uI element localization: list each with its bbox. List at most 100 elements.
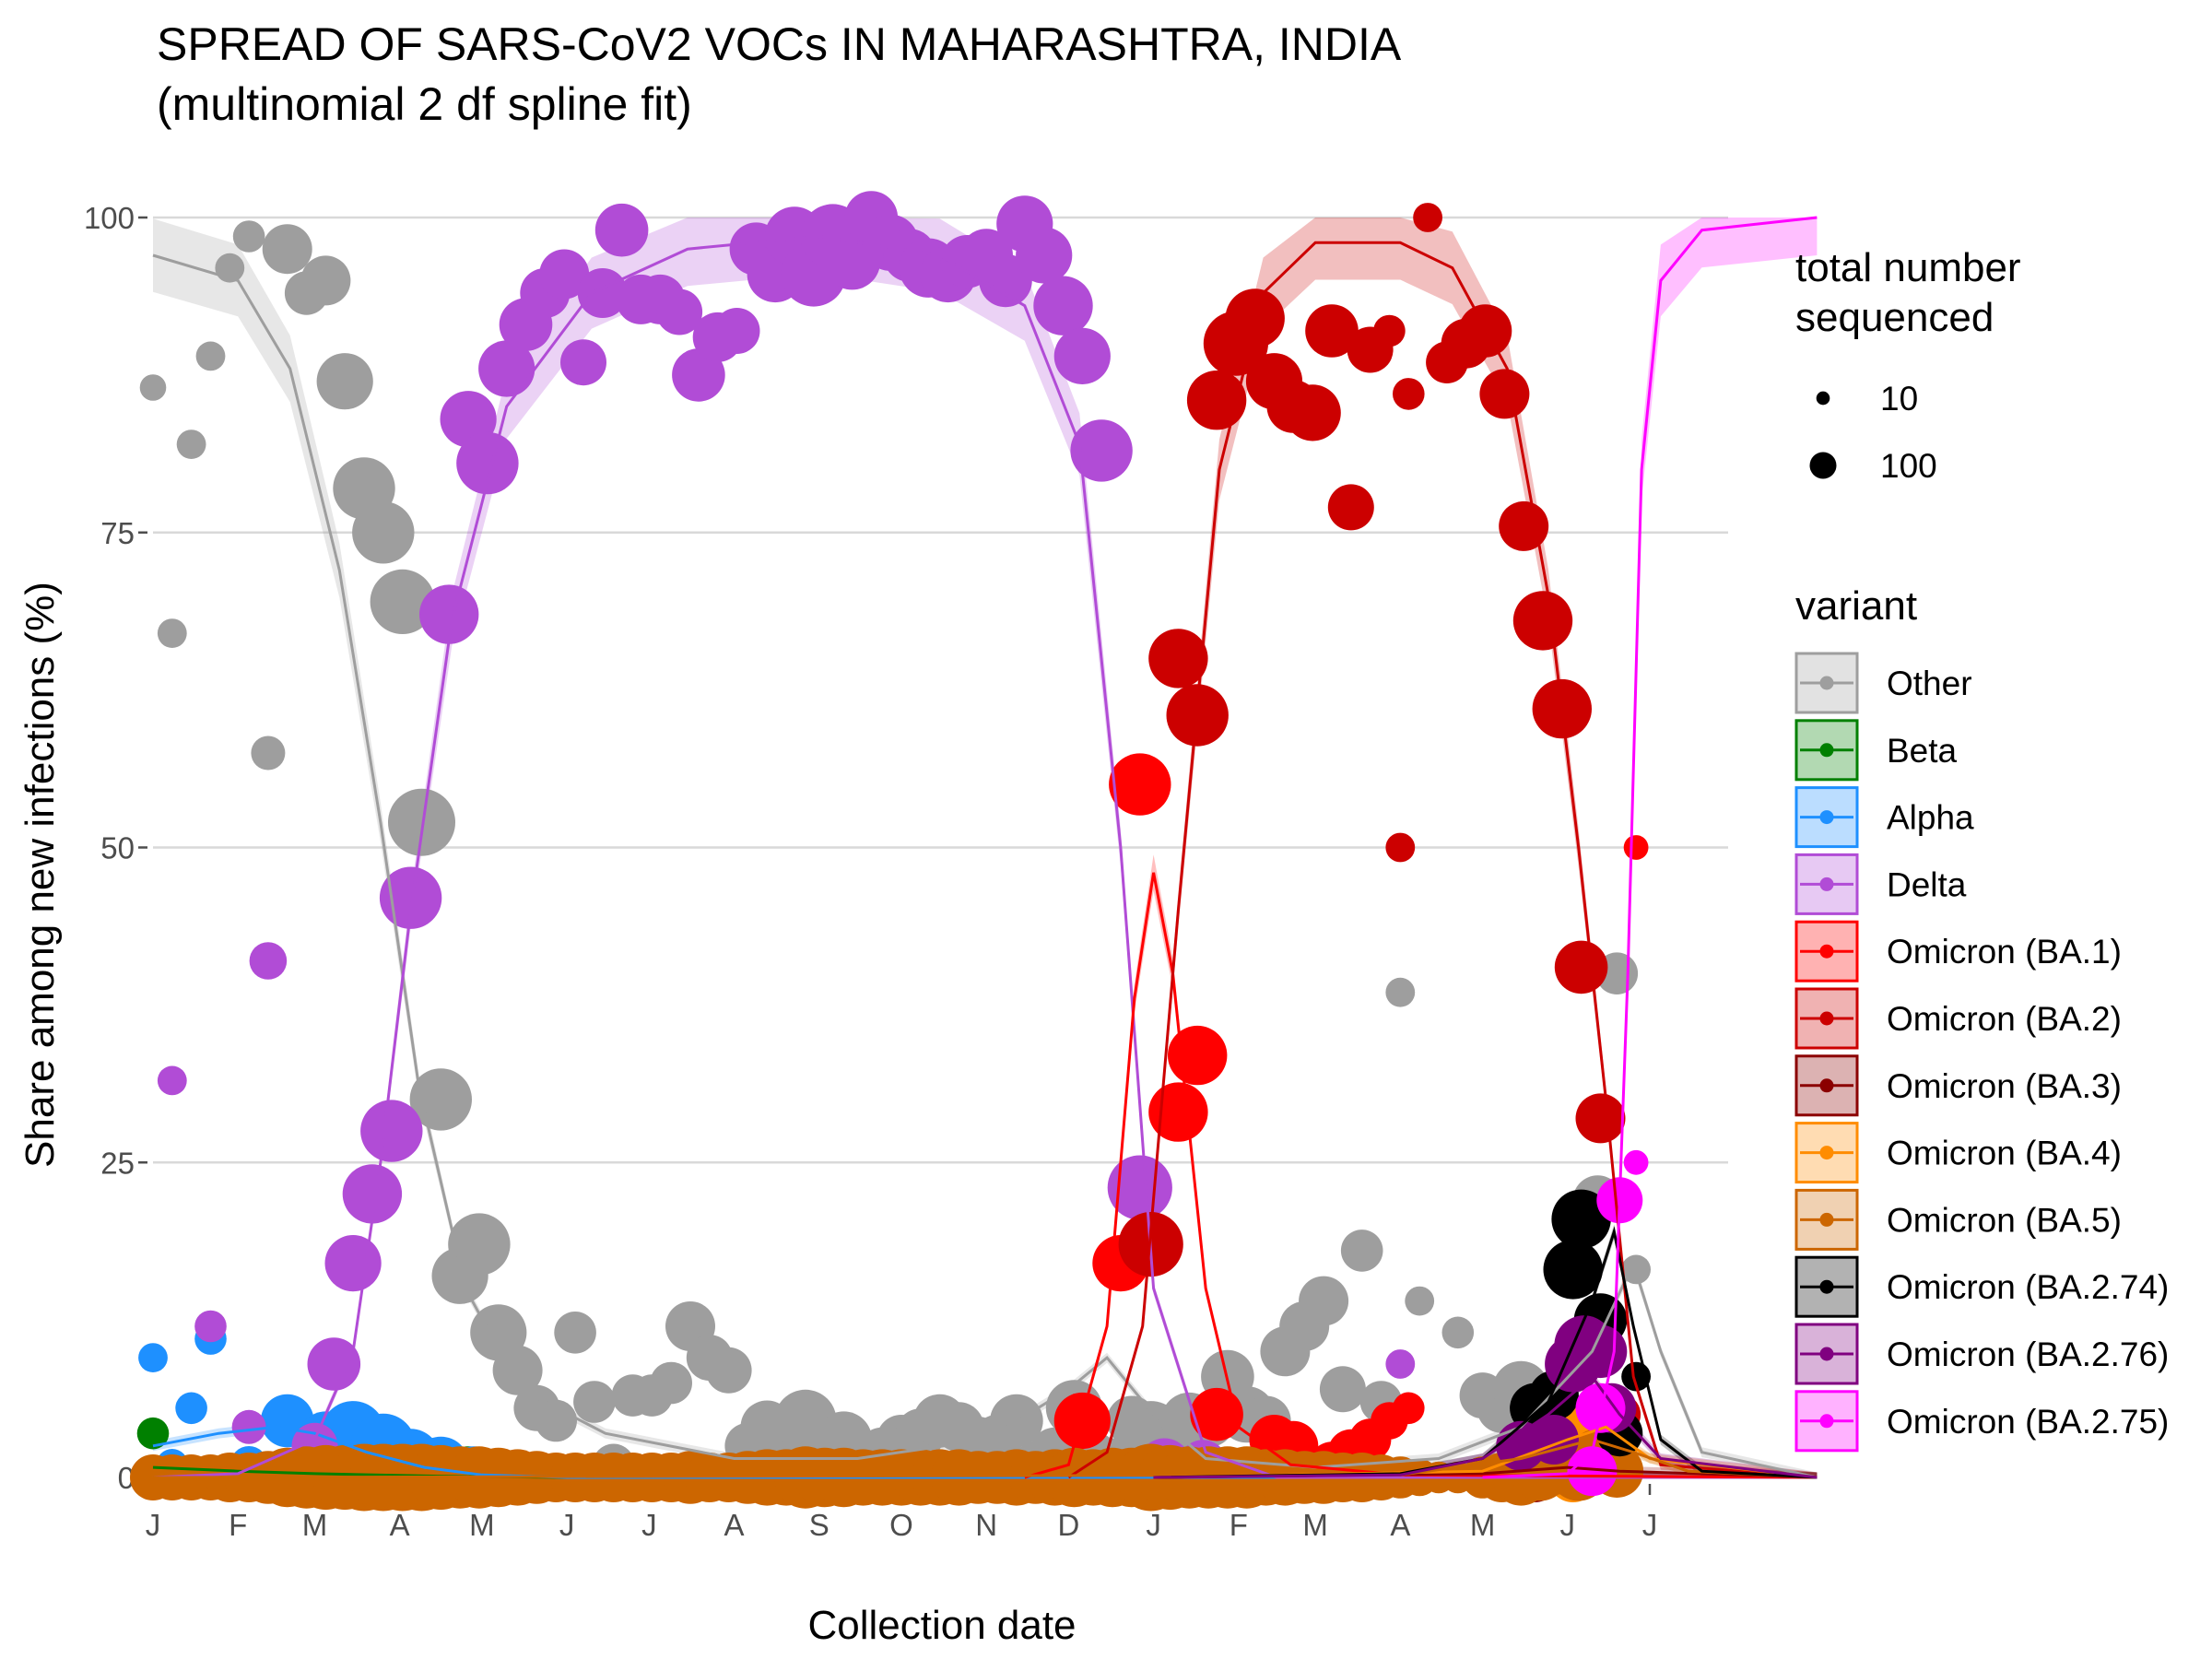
- legend-label: Delta: [1887, 865, 1967, 903]
- x-tick-label: J: [641, 1508, 657, 1542]
- size-legend-title: total number sequenced: [1795, 245, 2021, 340]
- data-point: [1148, 1082, 1208, 1142]
- legend-label: Omicron (BA.3): [1887, 1067, 2122, 1105]
- data-point: [157, 618, 187, 648]
- data-point: [175, 1392, 207, 1425]
- data-point: [1148, 629, 1208, 688]
- data-point: [1225, 288, 1285, 348]
- x-tick-label: J: [559, 1508, 575, 1542]
- legend-key-dot: [1819, 1279, 1834, 1294]
- data-point: [1109, 753, 1171, 816]
- y-axis: 0 25 50 75 100: [84, 201, 147, 1495]
- legend-key-dot: [1819, 743, 1834, 758]
- data-point: [1623, 835, 1649, 860]
- data-point: [388, 788, 455, 856]
- legend-label: Omicron (BA.1): [1887, 933, 2122, 971]
- x-tick-label: J: [1560, 1508, 1576, 1542]
- data-point: [1393, 378, 1425, 410]
- data-point: [1499, 500, 1549, 551]
- size-legend-label: 10: [1880, 380, 1918, 418]
- y-axis-title: Share among new infections (%): [18, 582, 63, 1168]
- data-point: [360, 1100, 423, 1162]
- data-point: [1393, 1392, 1425, 1425]
- legend-label: Alpha: [1887, 799, 1974, 837]
- confidence-band: [1153, 1371, 1818, 1477]
- data-point: [1190, 1387, 1243, 1441]
- data-point: [1623, 1149, 1649, 1175]
- data-point: [1070, 419, 1133, 482]
- x-tick-label: J: [1642, 1508, 1658, 1542]
- data-point: [419, 584, 479, 644]
- legend-key-dot: [1819, 810, 1834, 825]
- legend-key-dot: [1819, 1347, 1834, 1361]
- x-tick-label: M: [469, 1508, 495, 1542]
- data-point: [1512, 591, 1573, 651]
- data-point: [1405, 1286, 1435, 1316]
- data-point: [138, 1343, 168, 1372]
- legend-key-dot: [1819, 1146, 1834, 1160]
- data-point: [1554, 940, 1608, 994]
- legend-key-dot: [1819, 1212, 1834, 1227]
- data-point: [316, 353, 373, 410]
- size-legend-label: 100: [1880, 447, 1937, 485]
- data-point: [539, 249, 590, 300]
- fit-lines: [152, 216, 1818, 1479]
- data-point: [157, 1065, 187, 1096]
- data-point: [1284, 384, 1341, 441]
- data-point: [577, 268, 628, 318]
- data-point: [535, 1399, 577, 1442]
- data-point: [1305, 304, 1359, 358]
- chart-title: SPREAD OF SARS-CoV2 VOCs IN MAHARASHTRA,…: [157, 18, 1402, 70]
- data-point: [456, 431, 519, 495]
- y-tick-label: 25: [100, 1146, 135, 1180]
- size-legend-key: [1809, 452, 1837, 479]
- data-point: [1299, 1276, 1349, 1326]
- data-point: [1319, 1366, 1366, 1413]
- x-tick-label: A: [1390, 1508, 1410, 1542]
- fit-line: [1067, 241, 1818, 1479]
- x-tick-label: M: [1470, 1508, 1496, 1542]
- data-point: [1413, 203, 1442, 232]
- data-point: [1479, 369, 1530, 419]
- legend-label: Omicron (BA.2.74): [1887, 1268, 2169, 1306]
- data-point: [1385, 977, 1416, 1007]
- size-legend-title-line: total number: [1795, 245, 2021, 290]
- data-point: [560, 339, 606, 386]
- data-point: [1385, 1349, 1416, 1379]
- x-tick-label: F: [1230, 1508, 1248, 1542]
- data-point: [1168, 1025, 1228, 1086]
- data-point: [194, 1310, 227, 1343]
- size-legend-key: [1816, 391, 1830, 406]
- data-point: [1016, 227, 1073, 284]
- fit-line: [152, 253, 1818, 1479]
- data-point: [324, 1235, 382, 1292]
- data-point: [195, 341, 226, 371]
- data-point: [713, 308, 760, 354]
- data-point: [1327, 484, 1374, 531]
- legend-label: Omicron (BA.2.75): [1887, 1403, 2169, 1441]
- data-point: [1575, 1093, 1626, 1144]
- data-point: [249, 942, 288, 980]
- x-tick-label: A: [390, 1508, 410, 1542]
- data-point: [136, 1417, 170, 1450]
- x-tick-label: M: [302, 1508, 328, 1542]
- data-point: [656, 288, 703, 335]
- fit-line: [152, 234, 1818, 1479]
- data-point: [352, 501, 415, 564]
- data-point: [307, 1337, 361, 1391]
- x-axis-title: Collection date: [807, 1603, 1076, 1648]
- data-point: [1385, 832, 1416, 863]
- data-point: [251, 735, 286, 771]
- data-point: [1551, 1189, 1611, 1250]
- data-point: [139, 374, 167, 401]
- x-tick-label: M: [1302, 1508, 1328, 1542]
- x-tick-label: F: [229, 1508, 247, 1542]
- data-point: [650, 1361, 692, 1405]
- data-point: [232, 220, 265, 253]
- legend-key-dot: [1819, 676, 1834, 690]
- legend-label: Omicron (BA.5): [1887, 1201, 2122, 1239]
- x-tick-label: A: [724, 1508, 745, 1542]
- x-tick-label: J: [146, 1508, 161, 1542]
- data-point: [1053, 1392, 1111, 1450]
